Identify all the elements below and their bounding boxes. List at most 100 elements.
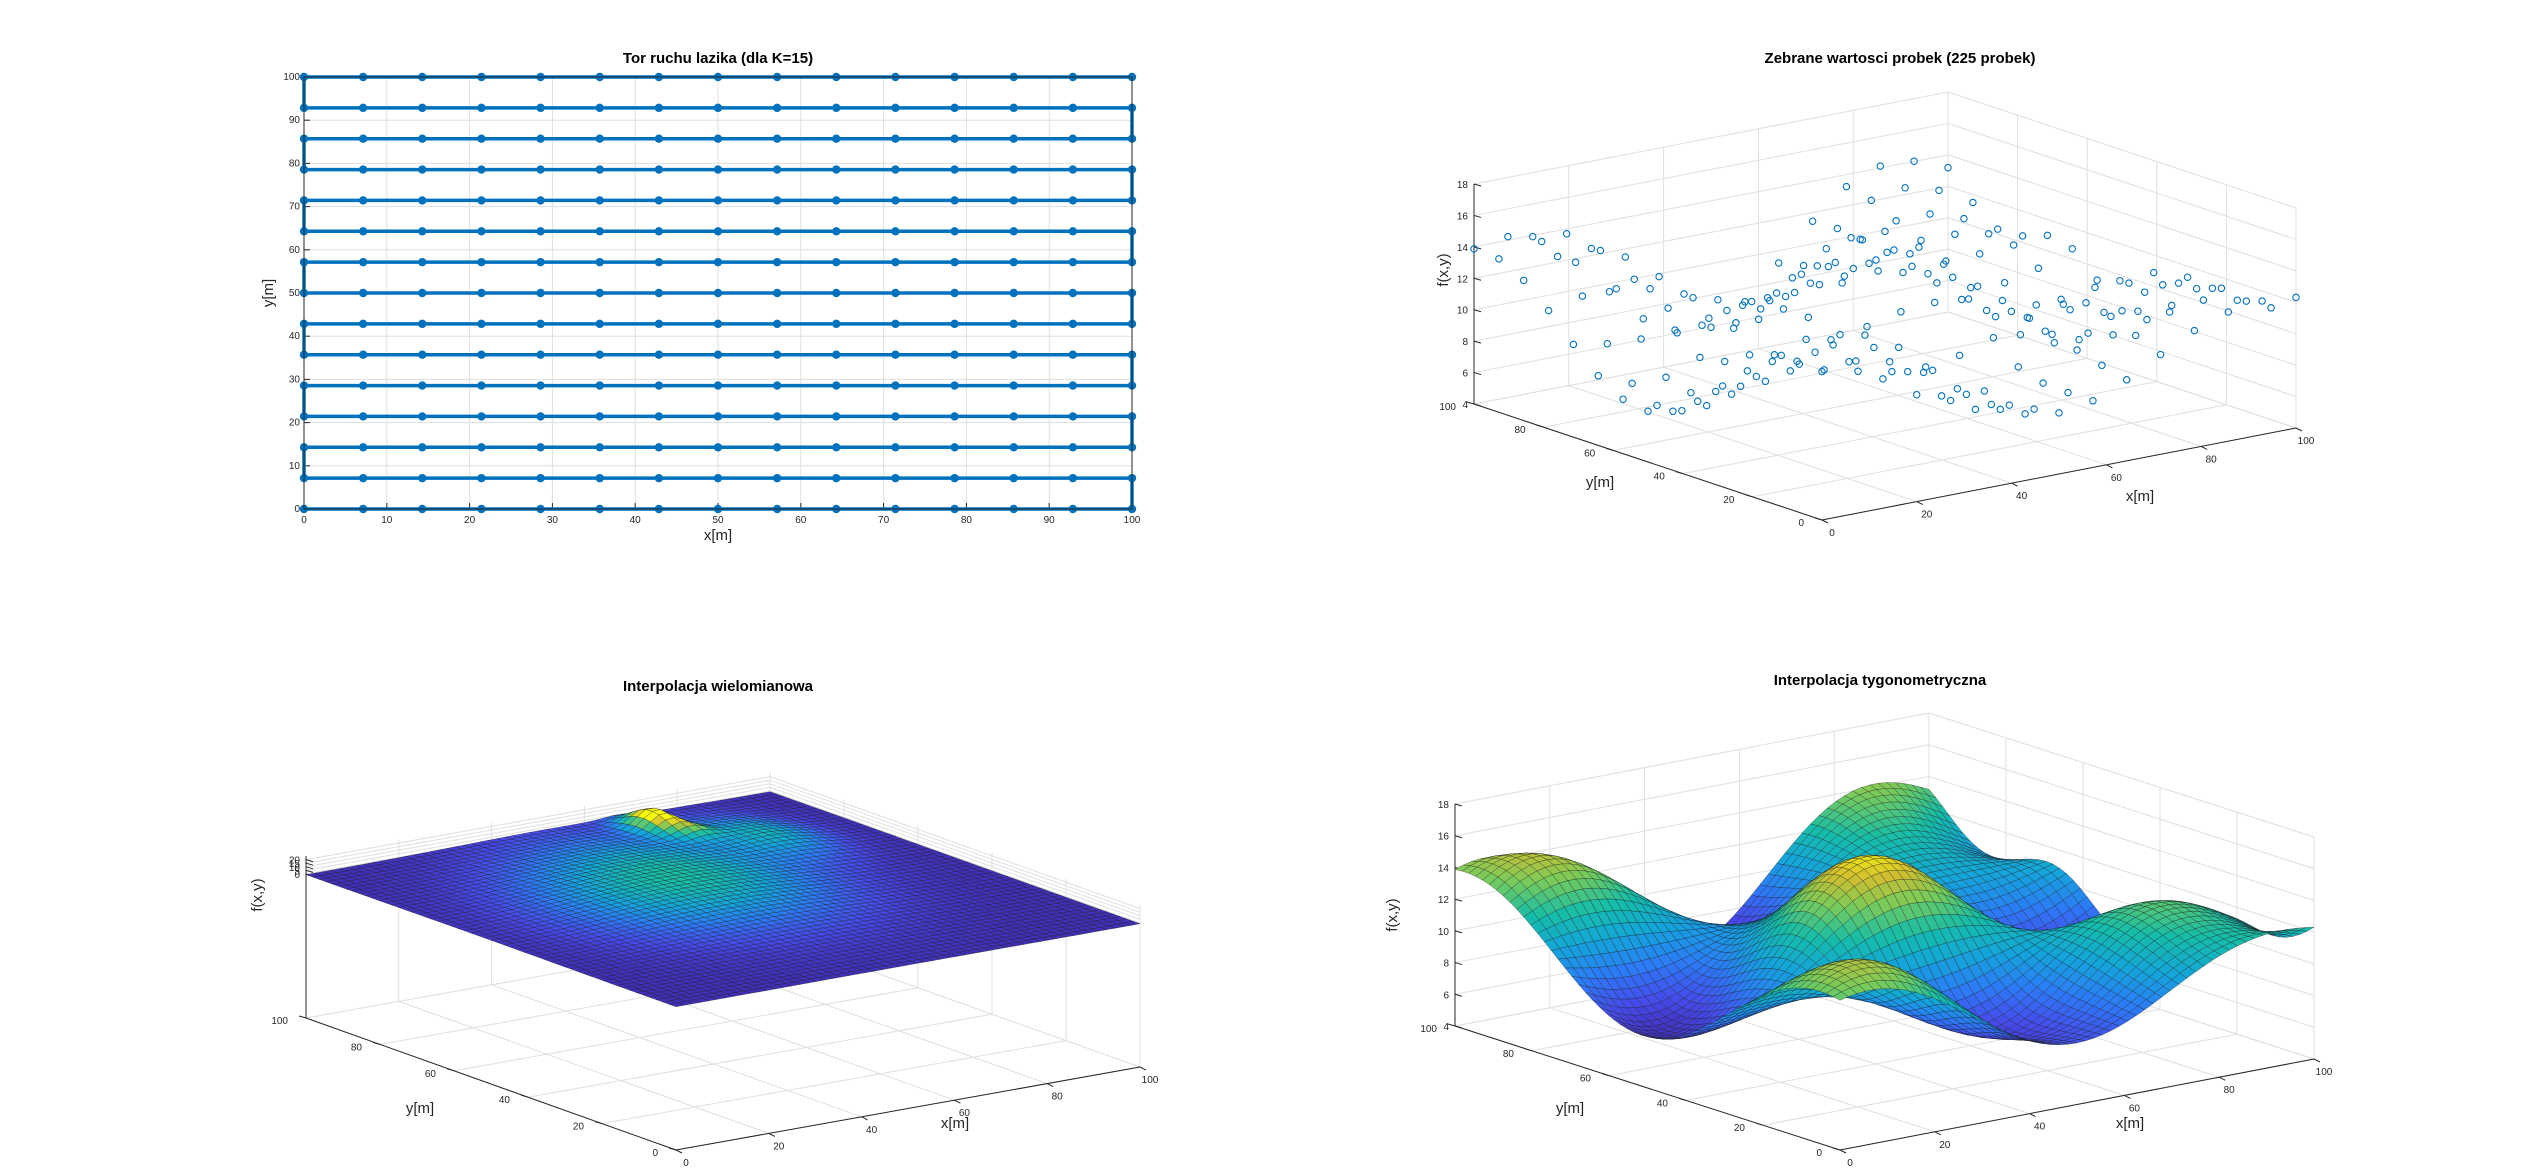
poly-surface-floor-grid xyxy=(398,1000,769,1134)
samples-scatter-point xyxy=(1960,214,1968,223)
samples-scatter-point xyxy=(2057,295,2065,304)
poly-surface-ytick-label: 40 xyxy=(499,1095,511,1106)
rover-path-point xyxy=(950,319,959,329)
rover-path-point xyxy=(1009,227,1018,236)
rover-path-point xyxy=(536,319,545,329)
samples-scatter-point xyxy=(1788,274,1797,282)
rover-path-point xyxy=(418,443,427,452)
samples-scatter-point xyxy=(1495,255,1503,263)
samples-scatter-wall-grid xyxy=(1947,122,2297,240)
samples-scatter-point xyxy=(2122,376,2131,384)
rover-path-point xyxy=(358,412,368,421)
samples-scatter-point xyxy=(1840,272,1849,280)
samples-scatter-point xyxy=(1732,319,1740,327)
rover-path-point xyxy=(1009,381,1018,390)
rover-path-ytick-label: 90 xyxy=(289,115,301,126)
samples-scatter-floor-grid xyxy=(1682,381,2157,475)
samples-scatter-point xyxy=(1935,186,1943,195)
samples-scatter-point xyxy=(1973,282,1982,290)
rover-path-point xyxy=(418,412,427,421)
rover-path-point xyxy=(950,350,959,359)
poly-surface-ztick-label: 15 xyxy=(289,859,301,870)
rover-path-point xyxy=(654,196,664,205)
rover-path-point xyxy=(418,381,427,390)
rover-path-point xyxy=(654,288,664,298)
rover-path-point xyxy=(1068,350,1078,359)
samples-scatter-point xyxy=(1562,230,1571,238)
samples-scatter-point xyxy=(1678,406,1686,415)
poly-surface-xtick-label: 80 xyxy=(1052,1092,1064,1103)
samples-scatter-point xyxy=(1813,262,1822,270)
rover-path-point xyxy=(595,227,604,236)
poly-surface-ytick-mark xyxy=(520,1094,529,1098)
poly-surface-zlabel: f(x,y) xyxy=(249,878,266,911)
rover-path-point xyxy=(772,103,782,113)
samples-scatter-ytick-label: 60 xyxy=(1584,448,1596,459)
samples-scatter-point xyxy=(1639,315,1648,323)
rover-path-point xyxy=(654,443,664,452)
samples-scatter-point xyxy=(1587,244,1596,253)
samples-scatter-point xyxy=(1594,372,1603,380)
samples-scatter-point xyxy=(2098,361,2106,370)
samples-scatter-point xyxy=(2089,397,2097,405)
rover-path-xtick-label: 10 xyxy=(381,515,393,526)
rover-path-point xyxy=(358,381,368,390)
samples-scatter-point xyxy=(1687,388,1695,397)
rover-path-point xyxy=(1009,443,1018,452)
rover-path-point xyxy=(418,103,427,113)
rover-path-xtick-label: 40 xyxy=(630,515,642,526)
rover-path-markers xyxy=(299,72,1137,514)
samples-scatter-point xyxy=(2242,297,2251,305)
samples-scatter-point xyxy=(1698,321,1706,329)
samples-scatter-point xyxy=(1605,287,1614,296)
rover-path-ytick-label: 70 xyxy=(289,202,301,213)
rover-path-point xyxy=(950,443,959,452)
samples-scatter-point xyxy=(1854,367,1862,376)
rover-path-xlabel: x[m] xyxy=(704,527,732,544)
samples-scatter-point xyxy=(1619,395,1627,403)
rover-path-xtick-label: 30 xyxy=(547,515,559,526)
samples-scatter-point xyxy=(1969,198,1977,207)
rover-path-point xyxy=(595,165,604,174)
trig-surface-xtick-label: 60 xyxy=(2129,1103,2141,1114)
rover-path-point xyxy=(477,319,486,329)
rover-path-point xyxy=(1068,473,1078,483)
rover-path-point xyxy=(713,134,723,143)
samples-scatter-point xyxy=(1928,366,1937,375)
samples-scatter-point xyxy=(1921,363,1930,371)
samples-scatter-panel: Zebrane wartosci probek (225 probek) 020… xyxy=(1435,50,2315,539)
rover-path-point xyxy=(1068,257,1078,267)
rover-path-point xyxy=(772,319,782,329)
samples-scatter-point xyxy=(2174,279,2183,287)
samples-scatter-point xyxy=(1770,351,1779,359)
poly-surface-y-axis xyxy=(305,1017,677,1151)
rover-path-ytick-label: 100 xyxy=(283,72,300,83)
poly-surface-xtick-label: 60 xyxy=(959,1108,971,1119)
poly-surface-wall-grid xyxy=(305,783,771,868)
rover-path-point xyxy=(654,350,664,359)
samples-scatter-ytick-mark xyxy=(1814,517,1823,521)
rover-path-point xyxy=(1068,134,1078,143)
rover-path-point xyxy=(418,350,427,359)
samples-scatter-point xyxy=(1820,366,1828,374)
rover-path-point xyxy=(1068,443,1078,452)
poly-surface-ytick-mark xyxy=(372,1041,381,1045)
samples-scatter-point xyxy=(1872,256,1880,264)
samples-scatter-point xyxy=(2007,307,2016,316)
samples-scatter-point xyxy=(1838,279,1846,287)
rover-path-point xyxy=(832,257,841,267)
samples-scatter-point xyxy=(1818,367,1826,376)
rover-path-point xyxy=(595,288,604,298)
rover-path-point xyxy=(772,350,782,359)
samples-scatter-point xyxy=(2091,283,2099,292)
rover-path-point xyxy=(595,381,604,390)
samples-scatter-wall-grid xyxy=(1473,217,1949,311)
rover-path-point xyxy=(358,165,368,174)
trig-surface-ztick-label: 14 xyxy=(1438,863,1450,874)
rover-path-point xyxy=(1068,103,1078,113)
rover-path-point xyxy=(772,196,782,205)
samples-scatter-point xyxy=(1628,379,1636,388)
samples-scatter-point xyxy=(1833,224,1842,233)
rover-path-point xyxy=(1068,381,1078,390)
